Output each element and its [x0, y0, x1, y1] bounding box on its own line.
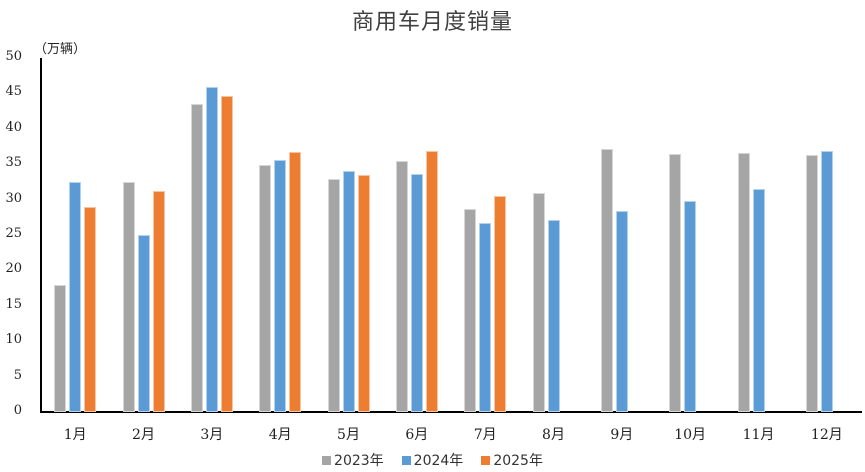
bar-2025年-2月 [152, 191, 165, 412]
legend-item: 2024年 [401, 450, 464, 470]
bar-2025年-1月 [84, 206, 97, 412]
bar-2023年-12月 [805, 154, 818, 412]
bar-2023年-7月 [464, 208, 477, 412]
bar-2024年-3月 [205, 87, 218, 412]
bar-2023年-1月 [54, 285, 67, 412]
x-tick-label: 2月 [132, 427, 155, 443]
bar-2024年-7月 [479, 222, 492, 412]
legend-swatch-icon [322, 455, 332, 465]
y-axis-line [40, 58, 42, 413]
x-tick-label: 7月 [473, 427, 497, 443]
x-tick-label: 11月 [742, 427, 775, 443]
bar-2023年-11月 [737, 152, 750, 412]
y-tick-label: 35 [5, 155, 22, 171]
bar-2025年-3月 [220, 96, 233, 412]
bar-2023年-10月 [669, 154, 682, 412]
bar-2023年-8月 [532, 193, 545, 412]
chart-title: 商用车月度销量 [351, 10, 513, 35]
bar-2024年-5月 [342, 171, 355, 412]
bar-2024年-8月 [547, 220, 560, 412]
legend-label: 2024年 [413, 453, 464, 469]
y-tick-label: 50 [5, 49, 22, 64]
legend-item: 2025年 [481, 450, 543, 470]
bar-2024年-4月 [274, 159, 287, 412]
bar-2024年-12月 [820, 150, 833, 412]
bar-2023年-5月 [327, 179, 340, 412]
y-tick-label: 5 [13, 367, 22, 383]
x-tick-label: 12月 [810, 427, 843, 443]
x-tick-label: 10月 [674, 427, 707, 443]
y-axis-unit-label: （万辆） [34, 42, 87, 57]
bar-2025年-4月 [289, 152, 302, 412]
y-tick-label: 10 [5, 332, 22, 348]
legend-item: 2023年 [322, 450, 384, 470]
x-tick-label: 3月 [200, 427, 224, 443]
legend-label: 2025年 [493, 453, 543, 469]
x-tick-label: 6月 [405, 427, 429, 443]
y-tick-label: 20 [5, 261, 22, 277]
bar-2025年-5月 [357, 174, 370, 412]
bar-2025年-7月 [494, 196, 507, 412]
y-tick-label: 45 [5, 84, 22, 100]
x-tick-label: 9月 [610, 427, 634, 443]
y-tick-label: 25 [5, 226, 22, 241]
legend: 2023年 2024年 2025年 [0, 450, 865, 470]
legend-label: 2023年 [334, 453, 384, 469]
bar-2025年-6月 [425, 150, 438, 412]
x-tick-label: 5月 [337, 427, 360, 443]
bar-2024年-6月 [410, 174, 423, 412]
y-tick-label: 15 [5, 296, 22, 312]
bar-2024年-10月 [684, 201, 697, 412]
legend-swatch-icon [401, 455, 411, 465]
bar-2024年-11月 [752, 188, 765, 412]
bar-2024年-9月 [615, 210, 628, 412]
bar-2023年-4月 [259, 164, 272, 412]
y-tick-label: 0 [13, 403, 22, 418]
bar-2023年-3月 [190, 104, 203, 412]
bar-2023年-6月 [395, 160, 408, 412]
x-tick-label: 8月 [542, 427, 565, 443]
y-tick-label: 30 [5, 190, 22, 206]
legend-swatch-icon [481, 455, 491, 465]
bar-2023年-9月 [600, 149, 613, 412]
x-tick-label: 4月 [268, 427, 292, 443]
y-tick-label: 40 [5, 119, 22, 135]
bar-2024年-1月 [69, 181, 82, 412]
x-axis-line [40, 411, 862, 413]
bar-2024年-2月 [137, 235, 150, 412]
x-tick-label: 1月 [63, 427, 87, 443]
bar-2023年-2月 [122, 181, 135, 412]
